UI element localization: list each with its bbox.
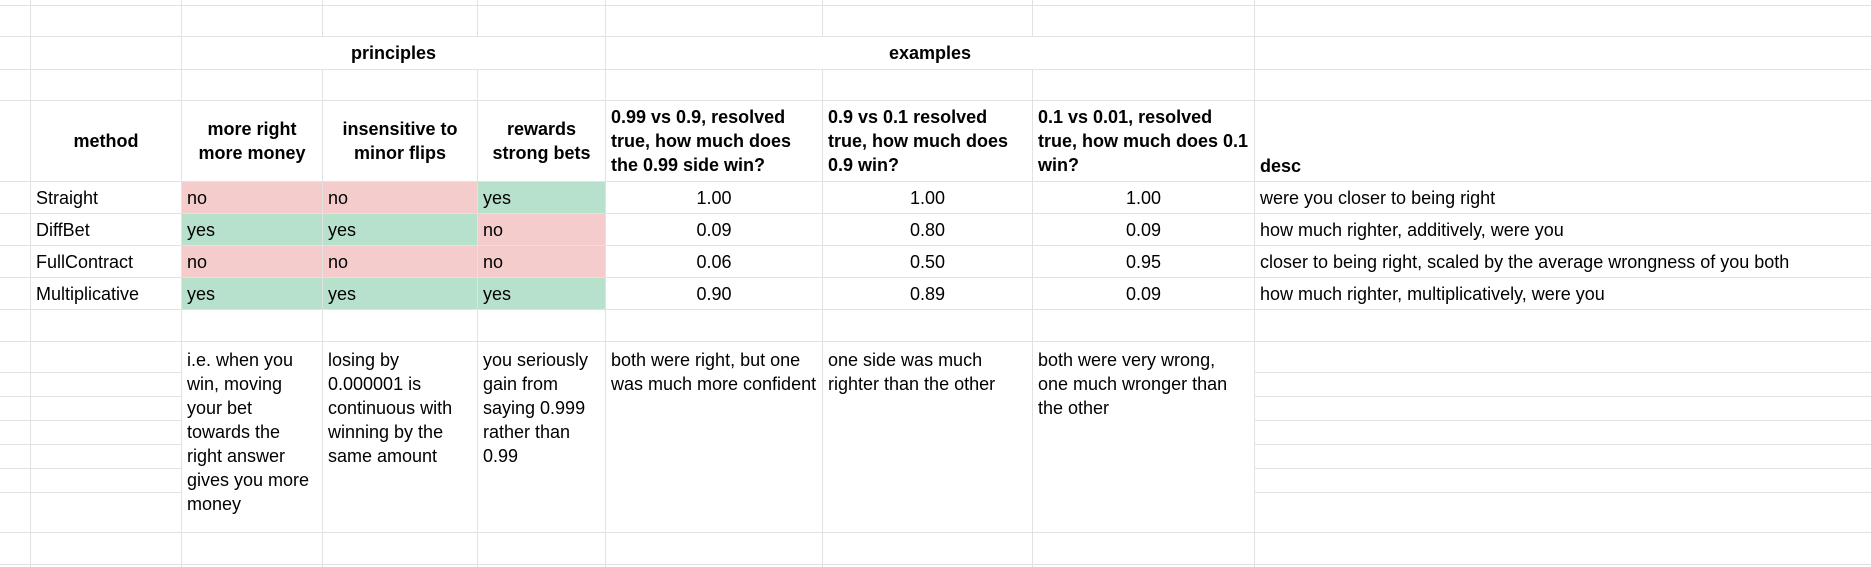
cell-desc[interactable]: how much righter, multiplicatively, were…: [1260, 283, 1605, 304]
cell-example-2[interactable]: 0.50: [909, 251, 946, 272]
cell-principle-3[interactable]: yes: [478, 278, 605, 309]
cell-example-1[interactable]: 0.06: [696, 251, 732, 272]
cell-principle-2[interactable]: yes: [323, 278, 477, 309]
header-example-3[interactable]: 0.1 vs 0.01, resolved true, how much doe…: [1038, 107, 1249, 175]
grid-line: [0, 277, 1871, 278]
header-example-2[interactable]: 0.9 vs 0.1 resolved true, how much does …: [828, 107, 1009, 175]
cell-example-2[interactable]: 0.89: [909, 283, 946, 304]
cell-principle-1[interactable]: no: [182, 246, 322, 277]
cell-desc[interactable]: were you closer to being right: [1260, 187, 1496, 208]
note-example-2[interactable]: one side was much righter than the other: [823, 342, 1032, 532]
cell-principle-2[interactable]: yes: [323, 214, 477, 245]
cell-desc[interactable]: closer to being right, scaled by the ave…: [1260, 251, 1790, 272]
grid-line: [0, 100, 1871, 101]
cell-principle-2[interactable]: no: [323, 246, 477, 277]
grid-line: [605, 0, 606, 567]
cell-method[interactable]: Straight: [36, 187, 99, 208]
grid-line: [0, 181, 1871, 182]
grid-line: [0, 309, 1871, 310]
header-more-right-more-money[interactable]: more right more money: [198, 119, 306, 163]
grid-line: [1254, 0, 1255, 567]
cell-example-3[interactable]: 1.00: [1125, 187, 1162, 208]
cell-example-1[interactable]: 0.09: [696, 219, 732, 240]
cell-principle-1[interactable]: no: [182, 182, 322, 213]
note-example-3[interactable]: both were very wrong, one much wronger t…: [1033, 342, 1254, 532]
cell-method[interactable]: DiffBet: [36, 219, 90, 240]
header-insensitive-to-minor-flips[interactable]: insensitive to minor flips: [342, 119, 458, 163]
grid-line: [181, 0, 182, 567]
note-principle-1[interactable]: i.e. when you win, moving your bet towar…: [182, 342, 322, 532]
cell-principle-1[interactable]: yes: [182, 214, 322, 245]
cell-principle-3[interactable]: no: [478, 246, 605, 277]
grid-line: [0, 532, 1871, 533]
header-rewards-strong-bets[interactable]: rewards strong bets: [492, 119, 591, 163]
note-example-1[interactable]: both were right, but one was much more c…: [606, 342, 822, 532]
grid-line: [30, 0, 31, 567]
cell-example-3[interactable]: 0.09: [1125, 283, 1162, 304]
cell-example-2[interactable]: 0.80: [909, 219, 946, 240]
cell-principle-3[interactable]: yes: [478, 182, 605, 213]
grid-line: [822, 0, 823, 567]
cell-method[interactable]: Multiplicative: [36, 283, 140, 304]
group-header-principles[interactable]: principles: [182, 37, 605, 69]
header-method[interactable]: method: [73, 131, 139, 151]
cell-example-3[interactable]: 0.09: [1125, 219, 1162, 240]
cell-example-2[interactable]: 1.00: [909, 187, 946, 208]
note-principle-2[interactable]: losing by 0.000001 is continuous with wi…: [323, 342, 477, 532]
grid-line: [322, 0, 323, 567]
cell-principle-2[interactable]: no: [323, 182, 477, 213]
grid-line: [0, 69, 1871, 70]
grid-line: [0, 36, 1871, 37]
grid-line: [0, 564, 1871, 565]
cell-desc[interactable]: how much righter, additively, were you: [1260, 219, 1564, 240]
grid-line: [0, 213, 1871, 214]
grid-line: [0, 341, 1871, 342]
cell-principle-1[interactable]: yes: [182, 278, 322, 309]
cell-principle-3[interactable]: no: [478, 214, 605, 245]
cell-example-3[interactable]: 0.95: [1125, 251, 1162, 272]
grid-line: [0, 245, 1871, 246]
cell-example-1[interactable]: 0.90: [696, 283, 732, 304]
cell-method[interactable]: FullContract: [36, 251, 134, 272]
grid-line: [1032, 0, 1033, 567]
header-example-1[interactable]: 0.99 vs 0.9, resolved true, how much doe…: [611, 107, 792, 175]
cell-example-1[interactable]: 1.00: [696, 187, 732, 208]
grid-line: [477, 0, 478, 567]
grid-line: [0, 5, 1871, 6]
group-header-examples[interactable]: examples: [606, 37, 1254, 69]
note-principle-3[interactable]: you seriously gain from saying 0.999 rat…: [478, 342, 605, 532]
header-desc[interactable]: desc: [1260, 156, 1302, 176]
